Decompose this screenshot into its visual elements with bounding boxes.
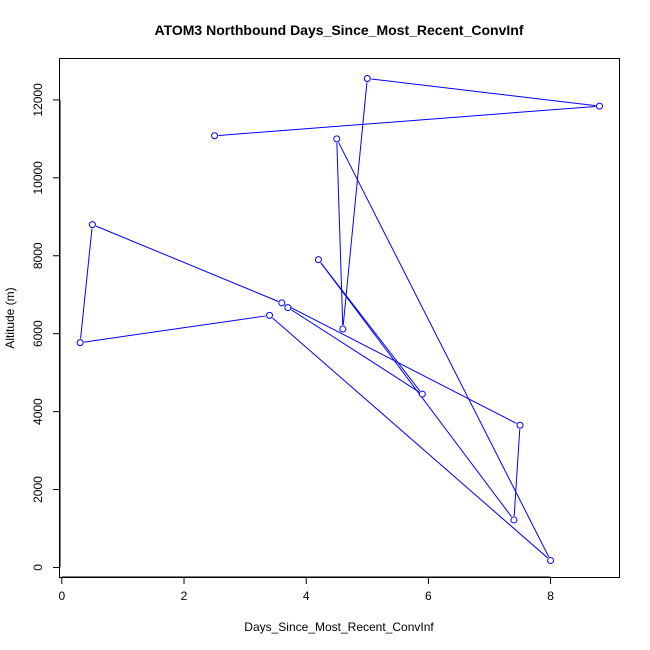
- data-point: [88, 221, 96, 229]
- data-point: [284, 304, 292, 312]
- x-tick-label: 2: [181, 589, 188, 603]
- y-axis-label: Altitude (m): [3, 287, 17, 348]
- y-tick-label: 10000: [31, 161, 45, 195]
- series-segment: [218, 105, 596, 136]
- series-segment: [290, 309, 420, 393]
- x-tick-label: 0: [58, 589, 65, 603]
- data-point: [595, 102, 603, 110]
- y-tick-label: 6000: [31, 320, 45, 347]
- data-point: [211, 132, 219, 140]
- data-point: [510, 516, 518, 524]
- data-point: [333, 135, 341, 143]
- plot-area: [76, 74, 603, 564]
- series-segment: [95, 225, 279, 302]
- data-point: [516, 421, 524, 429]
- series-segment: [84, 315, 266, 343]
- series-segment: [285, 304, 517, 424]
- series-segment: [513, 429, 521, 516]
- data-point: [76, 339, 84, 347]
- x-tick-label: 8: [547, 589, 554, 603]
- series-segment: [371, 78, 596, 107]
- x-tick-label: 6: [425, 589, 432, 603]
- series-segment: [320, 262, 421, 392]
- series-segment: [338, 142, 550, 558]
- x-tick-label: 4: [303, 589, 310, 603]
- plot-frame: [59, 58, 620, 578]
- x-axis-label: Days_Since_Most_Recent_ConvInf: [244, 620, 434, 634]
- x-axis: 0 2 4 6 8: [58, 576, 554, 603]
- y-tick-label: 12000: [31, 83, 45, 117]
- y-tick-label: 2000: [31, 476, 45, 503]
- y-tick-label: 4000: [31, 398, 45, 425]
- data-point: [418, 390, 426, 398]
- data-point: [547, 556, 555, 564]
- y-tick-label: 0: [31, 564, 45, 571]
- chart-title: ATOM3 Northbound Days_Since_Most_Recent_…: [155, 22, 524, 38]
- data-point: [339, 325, 347, 333]
- data-point: [363, 74, 371, 82]
- data-point: [278, 299, 286, 307]
- y-tick-label: 8000: [31, 242, 45, 269]
- series-segment: [336, 142, 344, 326]
- data-point: [266, 311, 274, 319]
- series-segment: [80, 228, 93, 339]
- series-segment: [272, 317, 548, 559]
- series-segment: [342, 82, 368, 326]
- y-axis: 0 2000 4000 6000 8000 10000 12000: [31, 83, 61, 571]
- data-point: [314, 256, 322, 264]
